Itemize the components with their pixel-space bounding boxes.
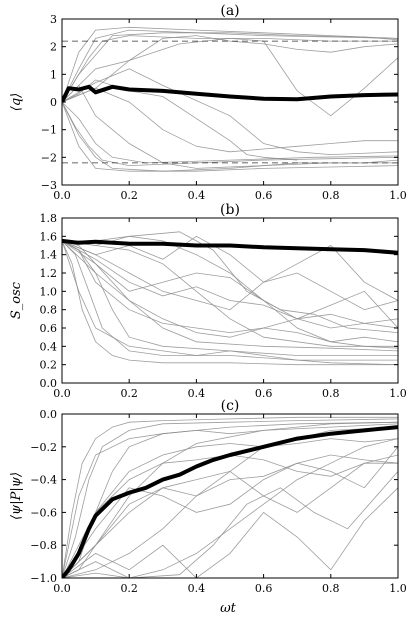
trajectory-line-6 xyxy=(62,235,398,349)
trajectory-line-10 xyxy=(62,454,398,578)
trajectory-line-14 xyxy=(62,240,398,329)
y-tick-label: 0.0 xyxy=(40,408,58,421)
mean-line xyxy=(62,84,398,103)
trajectory-line-11 xyxy=(62,487,398,578)
y-axis-label-b: S_osc xyxy=(9,281,24,319)
trajectory-line-12 xyxy=(62,240,398,343)
panel-title-c: (c) xyxy=(221,398,240,414)
y-tick-label: −0.2 xyxy=(30,441,57,454)
y-tick-label: −1 xyxy=(41,124,57,137)
y-tick-label: 1 xyxy=(50,68,57,81)
y-tick-label: 1.0 xyxy=(40,285,58,298)
panel-c: 0.0 0.2 0.4 0.6 0.8 1.0 0.0 −0.2 −0.4 −0.6 −0.8 −1.… xyxy=(9,398,407,595)
trajectory-line-1 xyxy=(62,26,398,103)
x-tick-label: 0.6 xyxy=(255,387,273,400)
trajectory-line-13 xyxy=(62,421,398,578)
x-tick-label: 0.0 xyxy=(53,189,71,202)
y-axis-label-a: ⟨q⟩ xyxy=(9,93,24,111)
y-tick-label: −0.6 xyxy=(30,506,57,519)
trajectory-line-4 xyxy=(62,240,398,352)
y-tick-label: 0.0 xyxy=(40,377,58,390)
y-tick-label: 0.6 xyxy=(40,322,58,335)
x-tick-label: 0.0 xyxy=(53,582,71,595)
trajectory-line-3 xyxy=(62,240,398,356)
x-tick-label: 0.8 xyxy=(322,189,340,202)
x-tick-label: 0.6 xyxy=(255,189,273,202)
y-tick-label: 1.8 xyxy=(40,212,58,225)
trajectory-line-13 xyxy=(62,240,398,366)
x-tick-label: 0.4 xyxy=(188,387,206,400)
trajectory-group xyxy=(62,26,398,172)
plot-frame xyxy=(61,413,399,579)
x-tick-label: 0.6 xyxy=(255,582,273,595)
x-axis-label: ωt xyxy=(220,601,237,616)
trajectory-line-7 xyxy=(62,471,398,578)
x-tick-label: 1.0 xyxy=(389,582,407,595)
trajectory-line-6 xyxy=(62,438,398,578)
trajectory-line-8 xyxy=(62,462,398,578)
y-tick-label: −3 xyxy=(41,179,57,192)
y-tick-label: −0.8 xyxy=(30,539,57,552)
x-tick-label: 0.2 xyxy=(120,582,138,595)
trajectory-line-10 xyxy=(62,101,398,167)
trajectory-group xyxy=(62,231,398,366)
trajectory-line-4 xyxy=(62,35,398,103)
y-axis-label-c: ⟨ψ|P|ψ⟩ xyxy=(9,472,24,520)
x-tick-label: 0.2 xyxy=(120,387,138,400)
trajectory-line-9 xyxy=(62,101,398,172)
x-tick-label: 0.4 xyxy=(188,189,206,202)
x-tick-label: 0.8 xyxy=(322,582,340,595)
trajectory-line-5 xyxy=(62,240,398,347)
y-tick-label: 0.8 xyxy=(40,304,58,317)
y-tick-label: −0.4 xyxy=(30,474,57,487)
plot-frame xyxy=(61,217,399,384)
x-tick-label: 0.8 xyxy=(322,387,340,400)
y-tick-label: 2 xyxy=(50,41,57,54)
y-tick-label: 1.6 xyxy=(40,230,58,243)
trajectory-line-9 xyxy=(62,454,398,578)
trajectory-line-8 xyxy=(62,101,398,172)
x-tick-label: 0.2 xyxy=(120,189,138,202)
y-tick-label: 0.4 xyxy=(40,340,58,353)
trajectory-line-2 xyxy=(62,240,398,361)
trajectory-line-9 xyxy=(62,240,398,334)
y-tick-label: −2 xyxy=(41,151,57,164)
x-tick-label: 0.4 xyxy=(188,582,206,595)
y-tick-label: 1.2 xyxy=(40,267,58,280)
panel-title-b: (b) xyxy=(220,202,240,218)
trajectory-line-2 xyxy=(62,418,398,578)
trajectory-line-5 xyxy=(62,35,398,103)
trajectory-line-2 xyxy=(62,29,398,103)
trajectory-line-14 xyxy=(62,446,398,578)
trajectory-line-10 xyxy=(62,240,398,329)
trajectory-line-14 xyxy=(62,101,398,164)
trajectory-line-3 xyxy=(62,32,398,103)
trajectory-line-1 xyxy=(62,416,398,578)
y-tick-label: 0.2 xyxy=(40,359,58,372)
mean-line xyxy=(62,425,398,578)
y-tick-label: −1.0 xyxy=(30,572,57,585)
trajectory-line-8 xyxy=(62,240,398,311)
y-tick-label: 0 xyxy=(50,96,57,109)
x-tick-label: 0.0 xyxy=(53,387,71,400)
trajectory-line-5 xyxy=(62,426,398,578)
x-tick-label: 1.0 xyxy=(389,387,407,400)
panel-b: 0.0 0.2 0.4 0.6 0.8 1.0 1.8 1.6 1.4 1.2 1.0 0.8 0.6 0… xyxy=(9,202,407,400)
trajectory-line-12 xyxy=(62,438,398,578)
panel-title-a: (a) xyxy=(220,3,239,19)
panel-a: 0.0 0.2 0.4 0.6 0.8 1.0 3 2 1 0 −1 −2 −3 (a) ⟨q⟩ xyxy=(9,3,407,202)
trajectory-line-11 xyxy=(62,235,398,301)
y-tick-label: 1.4 xyxy=(40,249,58,262)
trajectory-line-12 xyxy=(62,87,398,153)
mean-line xyxy=(62,238,398,255)
y-tick-label: 3 xyxy=(50,13,57,26)
trajectory-line-6 xyxy=(62,37,398,117)
trajectory-line-13 xyxy=(62,68,398,156)
x-tick-label: 1.0 xyxy=(389,189,407,202)
